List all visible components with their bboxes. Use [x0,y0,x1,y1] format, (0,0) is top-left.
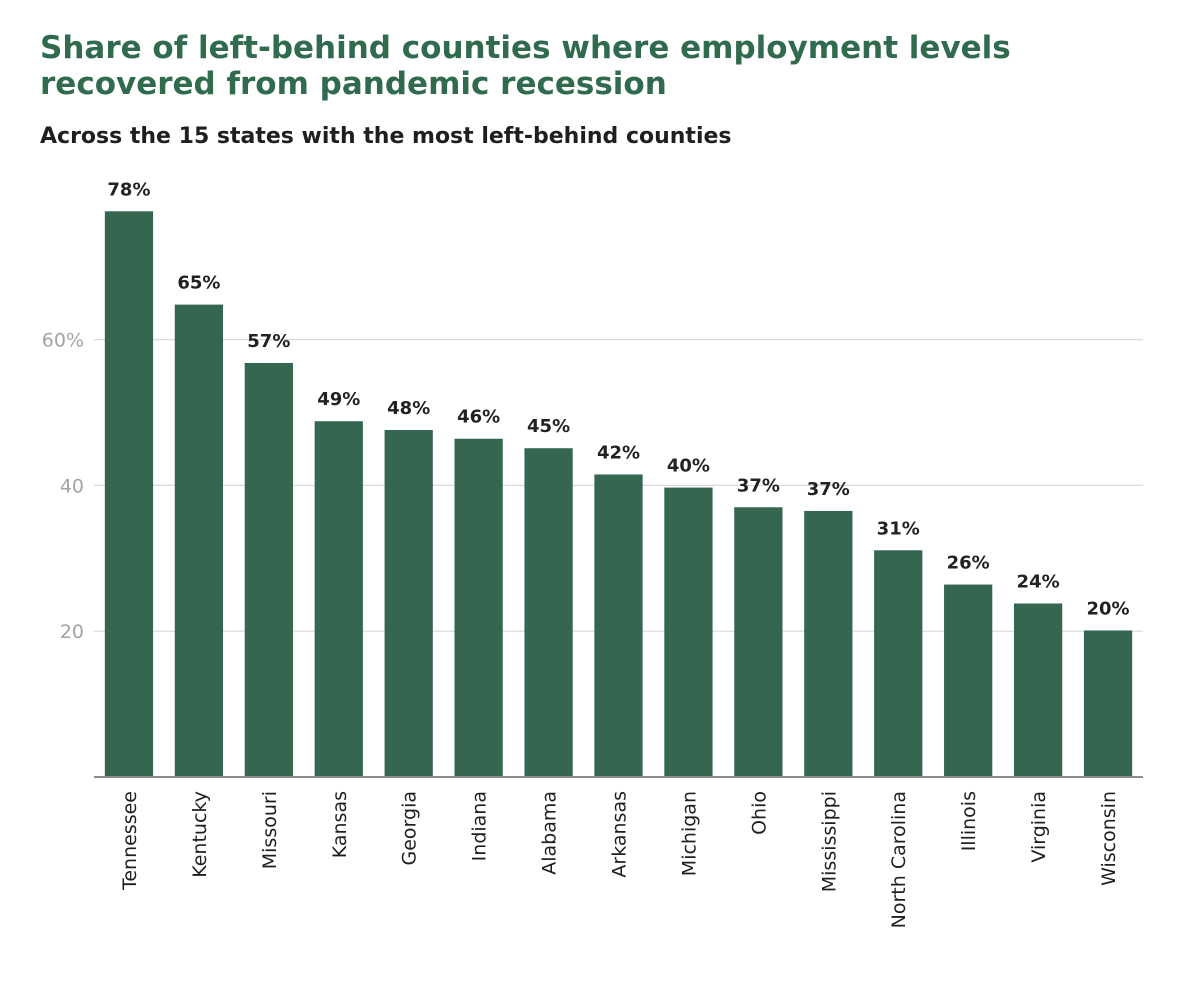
bar-georgia [384,429,433,777]
value-label: 37% [807,479,850,500]
y-axis-ticks: 20 40 60% [42,330,84,644]
bar-tennessee [104,211,154,777]
value-label: 26% [947,553,990,574]
bar-kansas [314,421,363,777]
bar-north-carolina [874,550,923,777]
category-label: Kentucky [189,791,211,878]
bar-alabama [524,448,573,777]
y-tick-label: 60% [42,330,84,352]
bar-kentucky [174,304,224,777]
bar-mississippi [804,510,853,777]
bar-virginia [1013,603,1063,777]
value-label: 37% [737,475,780,496]
value-label: 78% [107,179,150,200]
chart-title: Share of left-behind counties where empl… [40,30,1011,102]
value-label: 20% [1086,598,1129,619]
category-label: Kansas [329,791,351,858]
value-label: 45% [527,416,570,437]
value-label: 48% [387,398,430,419]
bar-ohio [734,507,783,777]
category-label: Georgia [399,791,421,866]
category-label: Illinois [958,791,980,851]
value-label: 57% [247,331,290,352]
category-label: Mississippi [818,791,840,892]
x-axis-labels: Tennessee Kentucky Missouri Kansas Georgia In… [119,791,1120,928]
category-label: Ohio [748,791,770,835]
category-label: Wisconsin [1098,791,1120,886]
bar-indiana [454,438,503,777]
value-label: 65% [177,273,220,294]
category-label: Michigan [678,791,700,876]
category-label: Alabama [539,791,561,875]
bar-wisconsin [1083,630,1133,777]
bar-arkansas [594,474,643,777]
category-label: Virginia [1028,791,1050,863]
y-tick-label: 40 [60,475,84,497]
chart-subtitle: Across the 15 states with the most left-… [40,124,732,149]
bars [104,211,1133,777]
bar-missouri [244,362,293,777]
bar-illinois [944,584,993,777]
value-labels: 78% 65% 57% 49% 48% 46% 45% 42% 40% 37% 37% 31% 26% 2… [107,179,1129,619]
value-label: 49% [317,389,360,410]
bar-michigan [664,487,713,777]
value-label: 42% [597,442,640,463]
value-label: 46% [457,407,500,428]
value-label: 31% [877,518,920,539]
category-label: Tennessee [119,791,141,891]
category-label: North Carolina [888,791,910,928]
value-label: 24% [1017,571,1060,592]
category-label: Missouri [259,791,281,869]
category-label: Indiana [469,791,491,861]
y-tick-label: 20 [60,621,84,643]
category-label: Arkansas [609,791,631,878]
value-label: 40% [667,456,710,477]
